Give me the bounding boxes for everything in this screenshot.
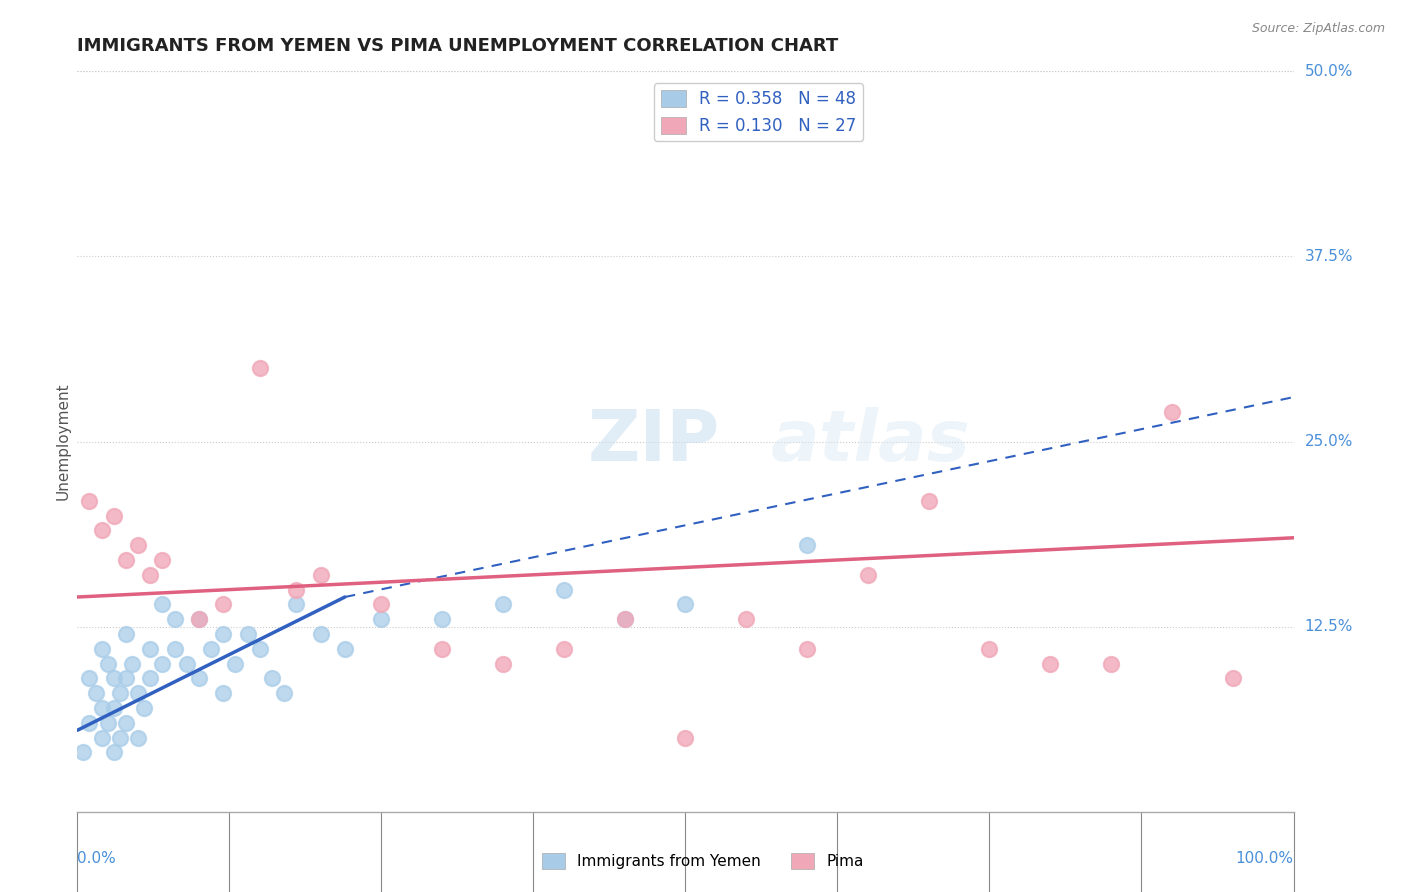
Point [260, 672, 283, 686]
Point [285, 598, 308, 612]
Point [212, 598, 235, 612]
Point [163, 641, 186, 656]
Text: ZIP: ZIP [588, 407, 720, 476]
Legend: R = 0.358   N = 48, R = 0.130   N = 27: R = 0.358 N = 48, R = 0.130 N = 27 [654, 83, 863, 142]
Point [613, 612, 636, 626]
Point [163, 612, 186, 626]
Point [735, 612, 758, 626]
Point [1099, 657, 1122, 671]
Point [430, 641, 453, 656]
Point [675, 731, 697, 745]
Point [108, 731, 131, 745]
Point [188, 672, 211, 686]
Point [103, 746, 125, 760]
Point [1039, 657, 1062, 671]
Point [152, 553, 174, 567]
Point [200, 641, 222, 656]
Point [212, 627, 235, 641]
Text: 37.5%: 37.5% [1305, 249, 1353, 264]
Point [103, 672, 125, 686]
Point [115, 672, 138, 686]
Point [613, 612, 636, 626]
Text: atlas: atlas [770, 407, 970, 476]
Point [856, 567, 879, 582]
Point [121, 657, 143, 671]
Point [236, 627, 259, 641]
Point [675, 598, 697, 612]
Point [152, 657, 174, 671]
Point [134, 701, 156, 715]
Point [79, 672, 101, 686]
Point [176, 657, 198, 671]
Point [90, 731, 112, 745]
Point [115, 553, 138, 567]
Point [103, 701, 125, 715]
Point [285, 582, 308, 597]
Point [90, 641, 112, 656]
Legend: Immigrants from Yemen, Pima: Immigrants from Yemen, Pima [536, 847, 870, 875]
Text: 50.0%: 50.0% [1305, 64, 1353, 78]
Point [84, 686, 107, 700]
Point [309, 627, 332, 641]
Point [212, 686, 235, 700]
Point [796, 641, 818, 656]
Point [97, 657, 120, 671]
Point [1222, 672, 1244, 686]
Point [224, 657, 246, 671]
Point [79, 715, 101, 730]
Point [139, 641, 162, 656]
Text: 25.0%: 25.0% [1305, 434, 1353, 449]
Text: 12.5%: 12.5% [1305, 619, 1353, 634]
Point [127, 538, 149, 552]
Point [1161, 405, 1184, 419]
Point [79, 493, 101, 508]
Text: IMMIGRANTS FROM YEMEN VS PIMA UNEMPLOYMENT CORRELATION CHART: IMMIGRANTS FROM YEMEN VS PIMA UNEMPLOYME… [77, 37, 838, 54]
Point [90, 524, 112, 538]
Point [249, 360, 271, 375]
Point [492, 598, 515, 612]
Point [553, 641, 575, 656]
Point [127, 686, 149, 700]
Point [796, 538, 818, 552]
Point [115, 715, 138, 730]
Point [492, 657, 515, 671]
Point [188, 612, 211, 626]
Point [108, 686, 131, 700]
Point [979, 641, 1001, 656]
Point [90, 701, 112, 715]
Point [553, 582, 575, 597]
Point [72, 746, 94, 760]
Point [370, 612, 392, 626]
Point [139, 567, 162, 582]
Point [103, 508, 125, 523]
Point [370, 598, 392, 612]
Y-axis label: Unemployment: Unemployment [55, 383, 70, 500]
Point [249, 641, 271, 656]
Point [918, 493, 941, 508]
Point [97, 715, 120, 730]
Point [273, 686, 295, 700]
Text: Source: ZipAtlas.com: Source: ZipAtlas.com [1251, 22, 1385, 36]
Point [333, 641, 356, 656]
Text: 0.0%: 0.0% [77, 851, 117, 865]
Point [152, 598, 174, 612]
Point [115, 627, 138, 641]
Point [188, 612, 211, 626]
Text: 100.0%: 100.0% [1236, 851, 1294, 865]
Point [127, 731, 149, 745]
Point [309, 567, 332, 582]
Point [139, 672, 162, 686]
Point [430, 612, 453, 626]
